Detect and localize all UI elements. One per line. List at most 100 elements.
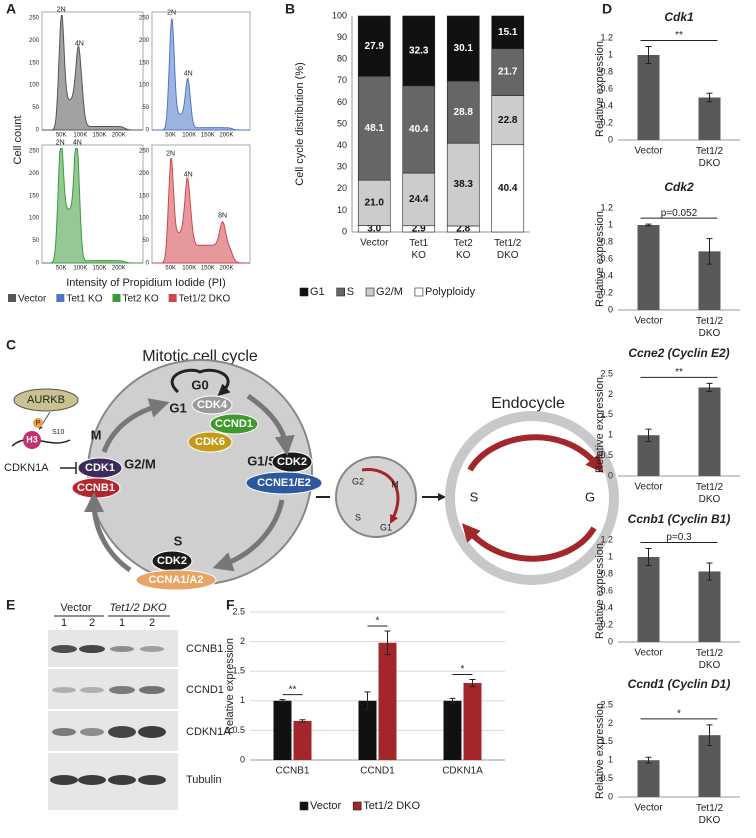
phase-label: G2/M (124, 456, 156, 471)
histogram (42, 15, 143, 131)
panel-label: E (6, 597, 15, 613)
x-tick-label: 50K (56, 266, 67, 272)
panel-labels: A B C D E F (6, 1, 612, 613)
legend-label: G1 (310, 286, 325, 298)
phase-label: S (174, 533, 183, 548)
protein-label: P (36, 420, 41, 427)
arrow (467, 434, 604, 473)
error-bar (706, 92, 713, 103)
bar (698, 97, 721, 140)
y-tick-label: 0.8 (600, 66, 613, 76)
y-axis-label: Relative expression (594, 41, 606, 137)
annotation: ** (289, 684, 297, 695)
y-tick-label: 1 (240, 695, 245, 705)
peak-label: 2N (167, 9, 176, 16)
value-label: 15.1 (498, 27, 518, 38)
y-tick-label: 0 (146, 128, 150, 134)
y-axis-label: Cell count (12, 116, 24, 165)
y-tick-label: 1 (608, 219, 613, 229)
protein (245, 471, 323, 495)
x-tick-label: 150K (201, 133, 215, 139)
protein-label: CCNE1/E2 (257, 477, 311, 489)
bar (698, 735, 721, 797)
x-tick-label: 100K (182, 133, 196, 139)
value-label: 3.0 (367, 223, 381, 234)
lane-label: 1 (61, 617, 67, 629)
y-tick-label: 1 (608, 430, 613, 440)
error-bar (645, 428, 652, 442)
blot-dividers (48, 667, 178, 753)
x-tick-label: 50K (56, 133, 67, 139)
g0-loop (170, 368, 231, 396)
y-tick-label: 0 (608, 636, 613, 646)
y-tick-label: 2.5 (600, 699, 613, 709)
legend-swatch (352, 801, 362, 811)
y-tick-label: 100 (29, 83, 40, 89)
histogram (42, 148, 143, 264)
x-tick-label: 100K (73, 133, 87, 139)
protein-label: S10 (52, 429, 65, 436)
y-tick-label: 30 (337, 162, 347, 172)
y-tick-label: 90 (337, 32, 347, 42)
diagram-title: Endocycle (491, 395, 565, 412)
x-tick-label: CCND1 (360, 766, 395, 777)
x-tick-label: 150K (93, 266, 107, 272)
value-label: 30.1 (454, 43, 474, 54)
y-tick-label: 0 (608, 134, 613, 144)
legend-label: Polyploidy (425, 286, 476, 298)
value-label: 40.4 (498, 183, 518, 194)
value-label: 48.1 (365, 123, 385, 134)
bands (50, 645, 166, 785)
protein (135, 569, 217, 591)
y-tick-label: 2 (240, 636, 245, 646)
annotation: p=0.052 (661, 208, 698, 219)
value-label: 2.8 (456, 224, 470, 235)
y-tick-label: 0 (36, 261, 40, 267)
y-axis-label: Relative expression (594, 703, 606, 799)
phase-label: G2 (352, 476, 364, 486)
value-label: 21.7 (498, 67, 518, 78)
value-label: 38.3 (454, 179, 474, 190)
y-tick-label: 0.5 (600, 450, 613, 460)
error-bar (706, 724, 713, 746)
bar-segment (446, 80, 480, 144)
x-tick-label: Vector (634, 482, 663, 493)
protein-label: CDKN1A (186, 726, 231, 738)
bar (358, 700, 377, 760)
y-tick-label: 150 (139, 193, 150, 199)
y-tick-label: 70 (337, 75, 347, 85)
bar (698, 251, 721, 310)
y-tick-label: 0.6 (600, 253, 613, 263)
y-tick-label: 0.5 (232, 725, 245, 735)
y-tick-label: 1 (608, 551, 613, 561)
y-tick-label: 100 (139, 83, 150, 89)
legend-label: G2/M (376, 286, 403, 298)
x-tick-label: Tet1/2 DKO (696, 648, 724, 671)
y-tick-label: 1.2 (600, 32, 613, 42)
annotation: * (677, 709, 681, 720)
x-tick-label: Vector (634, 146, 663, 157)
annotation: * (461, 664, 465, 675)
y-tick-label: 1.2 (600, 202, 613, 212)
y-tick-label: 250 (29, 15, 40, 21)
histogram (152, 18, 250, 131)
bar-segment (491, 95, 525, 146)
x-tick-label: Tet2 KO (454, 238, 473, 261)
peak-label: 4N (75, 41, 84, 48)
y-tick-label: 10 (337, 205, 347, 215)
phase-label: G0 (191, 377, 208, 392)
y-tick-label: 250 (139, 148, 150, 154)
chart-title: Ccne2 (Cyclin E2) (628, 346, 729, 360)
y-tick-label: 50 (142, 238, 149, 244)
x-tick-label: 200K (219, 266, 233, 272)
legend-swatch (299, 287, 309, 297)
legend-label: S (347, 286, 354, 298)
chart-title: Ccnd1 (Cyclin D1) (628, 677, 731, 691)
y-tick-label: 200 (29, 171, 40, 177)
panel-label: F (226, 597, 235, 613)
x-tick-label: Vector (634, 316, 663, 327)
protein-label: CCND1 (186, 684, 224, 696)
legend-label: Tet1/2 DKO (363, 800, 420, 812)
phase-label: M (91, 427, 102, 442)
bar-segment (357, 15, 391, 77)
